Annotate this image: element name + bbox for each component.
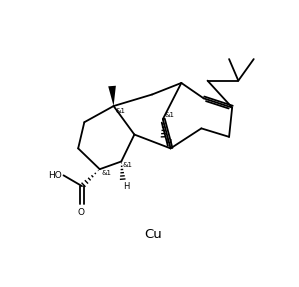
Text: O: O (78, 208, 85, 217)
Text: &1: &1 (164, 113, 174, 118)
Text: &1: &1 (101, 170, 111, 176)
Text: &1: &1 (115, 108, 125, 114)
Text: H: H (165, 139, 172, 148)
Text: &1: &1 (123, 162, 133, 168)
Text: H: H (123, 182, 130, 191)
Polygon shape (108, 86, 116, 106)
Text: HO: HO (48, 171, 62, 180)
Text: Cu: Cu (145, 228, 162, 241)
